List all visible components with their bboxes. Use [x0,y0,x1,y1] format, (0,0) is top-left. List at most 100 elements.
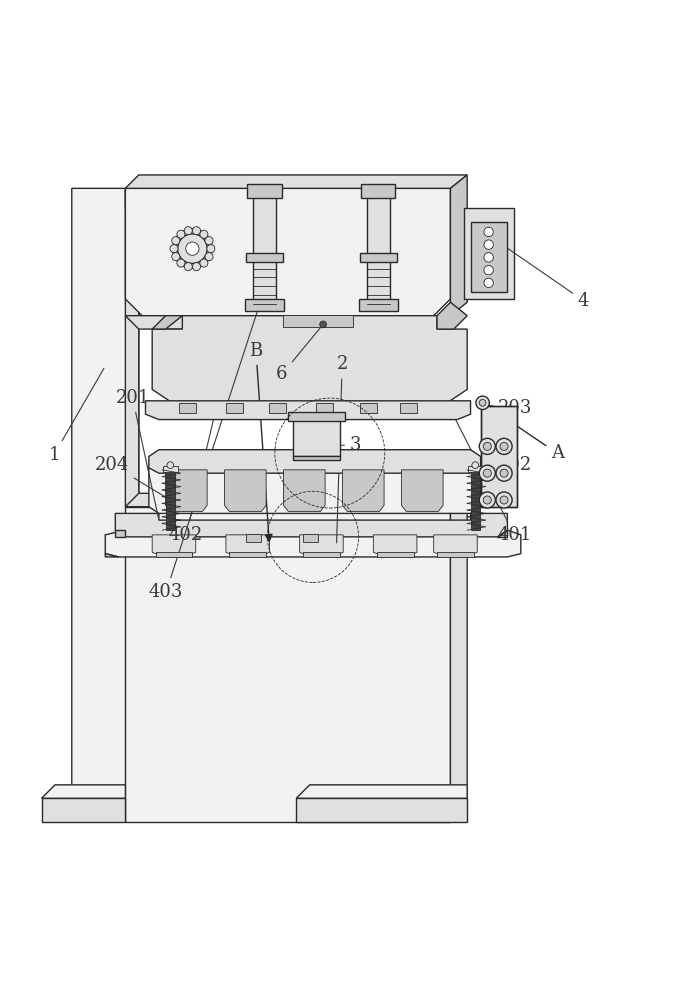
Text: 403: 403 [149,312,257,601]
Circle shape [172,253,180,261]
Bar [179,403,196,413]
Polygon shape [303,552,340,557]
Circle shape [496,465,512,481]
Polygon shape [42,785,125,798]
Polygon shape [437,552,474,557]
Bar [248,184,281,198]
Text: 1: 1 [48,368,104,464]
Polygon shape [283,470,325,511]
Bar [163,466,178,472]
Bar [293,416,340,456]
Text: 3: 3 [319,436,361,454]
Circle shape [496,438,512,454]
Polygon shape [125,175,467,188]
Circle shape [200,259,208,267]
Circle shape [186,242,199,255]
Bar [226,403,243,413]
Text: 204: 204 [95,456,168,499]
Text: 202: 202 [491,456,532,474]
Bar [359,299,398,311]
Bar [481,406,518,507]
Polygon shape [402,470,443,511]
Polygon shape [225,470,266,511]
Bar [283,315,353,327]
Circle shape [192,227,201,235]
Polygon shape [115,513,507,537]
Circle shape [500,442,508,450]
Polygon shape [152,316,182,329]
Bar [470,222,507,292]
Bar [253,192,276,309]
Bar [269,403,286,413]
Circle shape [484,265,493,275]
Text: 402: 402 [169,412,215,544]
Circle shape [476,396,489,410]
Polygon shape [149,468,481,513]
Bar [303,534,318,542]
Circle shape [483,442,491,450]
Circle shape [177,259,185,267]
Circle shape [479,465,495,481]
Polygon shape [42,798,125,822]
Polygon shape [125,316,450,329]
Circle shape [184,227,192,235]
Circle shape [484,227,493,237]
Circle shape [184,263,192,271]
Polygon shape [497,530,507,537]
Bar [316,403,333,413]
Circle shape [172,237,180,245]
Bar [481,406,518,507]
Bar [468,466,483,472]
Polygon shape [125,188,139,507]
Polygon shape [125,493,467,507]
Bar [367,192,390,309]
Circle shape [479,438,495,454]
Circle shape [479,399,486,406]
Text: 2: 2 [336,355,348,543]
Polygon shape [145,401,470,420]
Bar [166,470,175,530]
Circle shape [500,469,508,477]
Circle shape [170,245,178,253]
Polygon shape [374,535,417,555]
Polygon shape [152,316,467,403]
Bar [400,403,417,413]
Polygon shape [299,535,343,555]
Polygon shape [149,450,481,473]
Bar [288,412,345,421]
Polygon shape [155,552,192,557]
Bar [246,534,260,542]
Polygon shape [377,552,414,557]
Bar [470,470,480,530]
Bar [360,403,377,413]
Polygon shape [166,470,207,511]
Polygon shape [115,530,125,537]
Circle shape [484,253,493,262]
Polygon shape [450,175,467,316]
Polygon shape [343,470,384,511]
Polygon shape [450,493,467,822]
Circle shape [207,245,215,253]
Polygon shape [296,798,467,822]
Text: 6: 6 [276,327,321,383]
Bar [246,253,283,262]
Circle shape [483,496,491,504]
Polygon shape [433,535,477,555]
Circle shape [483,469,491,477]
Bar [245,299,284,311]
Circle shape [172,229,212,269]
Polygon shape [437,302,467,329]
Circle shape [205,237,213,245]
Circle shape [320,321,326,328]
Circle shape [192,263,201,271]
Bar [361,184,396,198]
Circle shape [178,234,207,263]
Polygon shape [293,456,340,460]
Text: 4: 4 [491,237,589,310]
Circle shape [479,492,495,508]
Circle shape [484,278,493,288]
Circle shape [177,230,185,238]
Circle shape [500,496,508,504]
Polygon shape [72,188,139,822]
Circle shape [200,230,208,238]
